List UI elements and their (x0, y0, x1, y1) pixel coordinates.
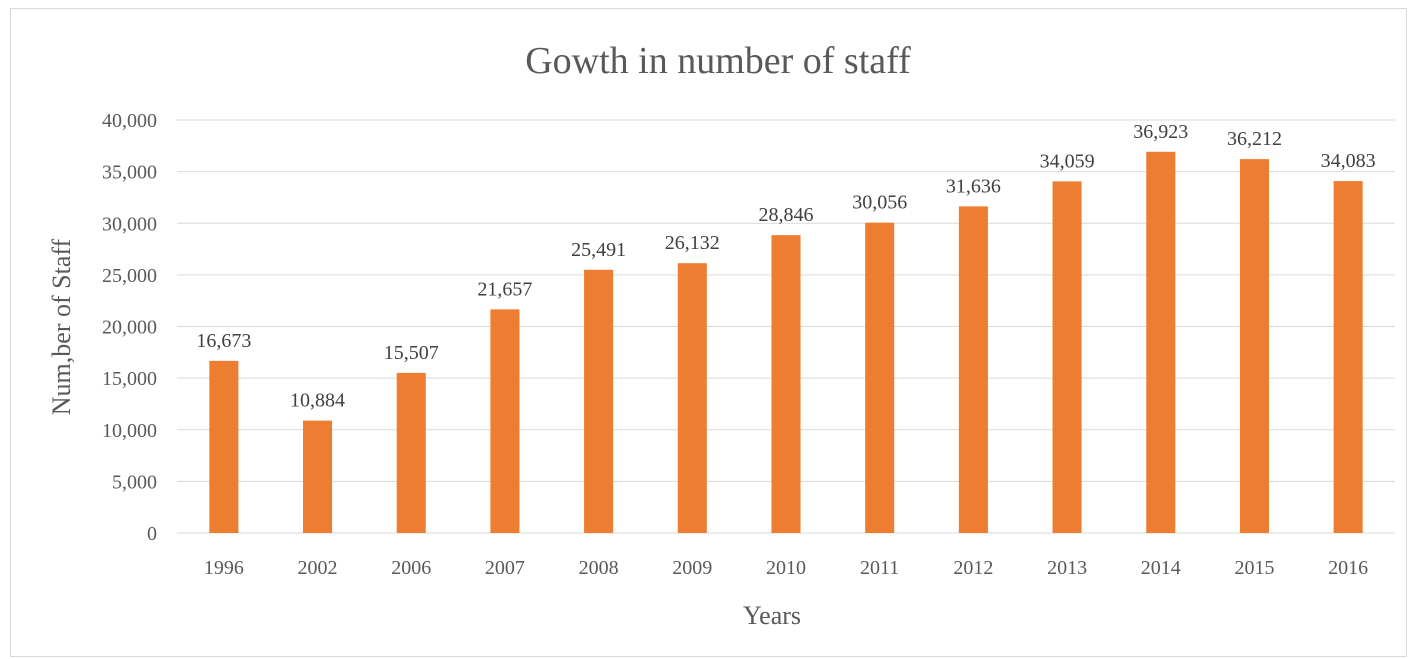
data-label: 28,846 (759, 204, 814, 226)
bar (1239, 159, 1269, 534)
y-tick-label: 25,000 (102, 265, 157, 287)
y-tick-label: 35,000 (102, 162, 157, 184)
x-tick-label: 2016 (1328, 557, 1368, 579)
data-label: 30,056 (852, 192, 907, 214)
x-tick-label: 2008 (579, 557, 619, 579)
data-label: 25,491 (571, 239, 626, 261)
data-label: 15,507 (384, 342, 439, 364)
x-tick-label: 2007 (485, 557, 525, 579)
x-tick-label: 2015 (1234, 557, 1274, 579)
data-labels: 16,673 10,884 15,507 21,657 25,491 26,132 28,8… (196, 121, 1375, 412)
x-axis-title: Years (743, 601, 801, 630)
data-label: 36,923 (1133, 121, 1188, 143)
data-label: 34,059 (1040, 150, 1095, 172)
data-label: 10,884 (290, 390, 345, 412)
bar (1333, 181, 1363, 533)
bar (677, 263, 707, 533)
x-axis-ticks: 1996 2002 2006 2007 2008 2009 2010 2011 2012 2013… (204, 557, 1368, 579)
x-tick-label: 2013 (1047, 557, 1087, 579)
bar (958, 206, 988, 533)
bar (584, 269, 614, 533)
y-axis-ticks: 0 5,000 10,000 15,000 20,000 25,000 30,000 35,0… (102, 110, 157, 545)
x-tick-label: 2002 (298, 557, 338, 579)
x-tick-label: 2010 (766, 557, 806, 579)
y-tick-label: 15,000 (102, 368, 157, 390)
bar (209, 360, 239, 533)
chart-title: Gowth in number of staff (525, 40, 911, 82)
x-tick-label: 2011 (860, 557, 899, 579)
data-label: 34,083 (1321, 150, 1376, 172)
bar (490, 309, 520, 533)
y-tick-label: 40,000 (102, 110, 157, 132)
y-tick-label: 30,000 (102, 213, 157, 235)
bar (1052, 181, 1082, 533)
data-label: 26,132 (665, 232, 720, 254)
x-tick-label: 2014 (1141, 557, 1181, 579)
y-tick-label: 0 (147, 523, 157, 545)
bar (1146, 151, 1176, 533)
bar (396, 372, 426, 533)
bar (865, 222, 895, 533)
y-axis-title: Num,ber of Staff (47, 238, 76, 415)
bars (209, 151, 1363, 534)
y-tick-label: 5,000 (112, 471, 157, 493)
data-label: 36,212 (1227, 128, 1282, 150)
bar (771, 235, 801, 534)
data-label: 16,673 (196, 330, 251, 352)
bar (303, 420, 333, 533)
data-label: 21,657 (477, 278, 532, 300)
x-tick-label: 2009 (672, 557, 712, 579)
x-tick-label: 2012 (953, 557, 993, 579)
y-tick-label: 10,000 (102, 420, 157, 442)
x-tick-label: 2006 (391, 557, 431, 579)
data-label: 31,636 (946, 175, 1001, 197)
y-tick-label: 20,000 (102, 317, 157, 339)
x-tick-label: 1996 (204, 557, 244, 579)
